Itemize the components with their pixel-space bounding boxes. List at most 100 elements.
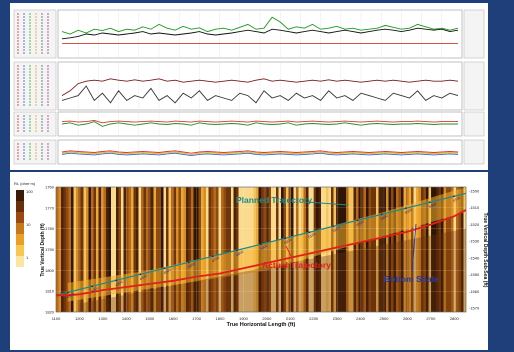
md-station-marker — [211, 255, 214, 258]
actual-trajectory-arrow — [285, 245, 293, 259]
track-3-series-2-line — [61, 119, 458, 124]
md-station-label: 5100 — [308, 232, 317, 240]
md-station-marker — [187, 261, 190, 264]
md-station-marker — [356, 219, 359, 222]
y-tick-label: 1770 — [45, 205, 55, 210]
md-station-label: 5300 — [356, 220, 365, 228]
colorbar-segment — [16, 245, 24, 256]
track-3-series-1-line — [61, 121, 458, 127]
track-legend-box — [13, 9, 57, 59]
y-tick-label: 1760 — [45, 185, 55, 190]
md-station-label: 4500 — [163, 268, 172, 276]
bottom-shale-arrow — [411, 223, 417, 273]
colorbar-segment — [16, 201, 24, 212]
x-tick-label: 2200 — [309, 316, 319, 321]
md-station-label: 4100 — [66, 292, 75, 300]
track-scale-box — [463, 61, 485, 111]
md-station-label: 4400 — [139, 274, 148, 282]
y-tick-label: 1800 — [45, 268, 55, 273]
md-station-marker — [404, 207, 407, 210]
x-tick-label: 1600 — [169, 316, 179, 321]
md-station-label: 4600 — [187, 262, 196, 270]
actual-trajectory-label: Actual Trajectory — [262, 260, 331, 270]
md-station-marker — [332, 225, 335, 228]
x-tick-label: 2400 — [356, 316, 366, 321]
x-tick-label: 2100 — [286, 316, 296, 321]
colorbar-segment — [16, 234, 24, 245]
actual-trajectory-line — [56, 209, 467, 297]
plot-frame — [55, 186, 467, 313]
x-tick-label: 2700 — [426, 316, 436, 321]
planned-trajectory-arrow — [305, 201, 349, 206]
track-4-series-3-line — [61, 151, 459, 155]
track-scale-box — [463, 9, 485, 59]
y-right-tick-label: -1500 — [469, 189, 480, 194]
track-legend-box — [13, 111, 57, 137]
x-tick-label: 1800 — [216, 316, 226, 321]
y-tick-label: 1820 — [45, 310, 55, 315]
md-station-label: 4300 — [115, 280, 124, 288]
md-station-marker — [91, 285, 94, 288]
colorbar-tick-label: 100 — [26, 189, 33, 194]
x-tick-label: 1700 — [192, 316, 202, 321]
md-station-marker — [139, 273, 142, 276]
md-station-marker — [453, 195, 455, 198]
md-station-label: 4700 — [211, 256, 220, 264]
md-station-label: 4200 — [91, 286, 100, 294]
track-4-series-2-line — [61, 152, 459, 157]
md-station-marker — [235, 249, 238, 252]
x-tick-label: 1300 — [98, 316, 108, 321]
md-station-marker — [67, 291, 69, 294]
x-tick-label: 1500 — [145, 316, 155, 321]
y-right-tick-label: -1560 — [469, 289, 480, 294]
colorbar-tick-label: 1 — [26, 255, 29, 260]
md-station-label: 4900 — [259, 244, 268, 252]
y-right-tick-label: -1520 — [469, 222, 480, 227]
y-right-tick-label: -1550 — [469, 272, 480, 277]
x-tick-label: 2000 — [262, 316, 272, 321]
x-tick-label: 2300 — [333, 316, 343, 321]
md-station-marker — [163, 267, 166, 270]
colorbar-segment — [16, 212, 24, 223]
y-right-tick-label: -1510 — [469, 205, 480, 210]
y-tick-label: 1790 — [45, 247, 55, 252]
colorbar-tick-label: 10 — [26, 222, 31, 227]
track-2-series-2-line — [61, 85, 459, 104]
track-legend-box — [13, 61, 57, 111]
md-station-marker — [380, 213, 383, 216]
track-1-series-2-line — [61, 27, 459, 40]
y-right-tick-label: -1570 — [469, 306, 480, 311]
colorbar-segment — [16, 256, 24, 267]
y-right-tick-label: -1530 — [469, 239, 480, 244]
x-tick-label: 2600 — [403, 316, 413, 321]
planned-trajectory-label: Planned Trajectory — [236, 195, 312, 205]
x-tick-label: 1100 — [52, 316, 61, 321]
md-station-marker — [308, 231, 311, 234]
x-tick-label: 1400 — [122, 316, 132, 321]
x-tick-label: 1200 — [75, 316, 85, 321]
track-scale-box — [463, 139, 485, 165]
x-tick-label: 2500 — [380, 316, 390, 321]
colorbar-segment — [16, 223, 24, 234]
md-station-label: 5700 — [452, 196, 461, 204]
y-tick-label: 1810 — [45, 289, 55, 294]
md-station-marker — [428, 201, 431, 204]
md-station-label: 5500 — [404, 208, 413, 216]
md-station-marker — [115, 279, 118, 282]
md-station-label: 5000 — [284, 238, 293, 246]
md-station-label: 5400 — [380, 214, 389, 222]
y-tick-label: 1780 — [45, 226, 55, 231]
md-station-label: 4800 — [235, 250, 244, 258]
y-axis-label: True Vertical Depth (ft) — [40, 223, 46, 277]
x-tick-label: 2800 — [450, 316, 460, 321]
y-right-axis-label: True Vertical Depth Sub-Sea (ft) — [482, 213, 488, 288]
track-legend-box — [13, 139, 57, 165]
track-scale-box — [463, 111, 485, 137]
y-right-tick-label: -1540 — [469, 255, 480, 260]
bottom-shale-label: Bottom Shale — [384, 274, 439, 284]
x-axis-label: True Horizontal Length (ft) — [227, 322, 296, 328]
colorbar-label: RL (ohm·m) — [14, 181, 36, 186]
colorbar-segment — [16, 190, 24, 201]
